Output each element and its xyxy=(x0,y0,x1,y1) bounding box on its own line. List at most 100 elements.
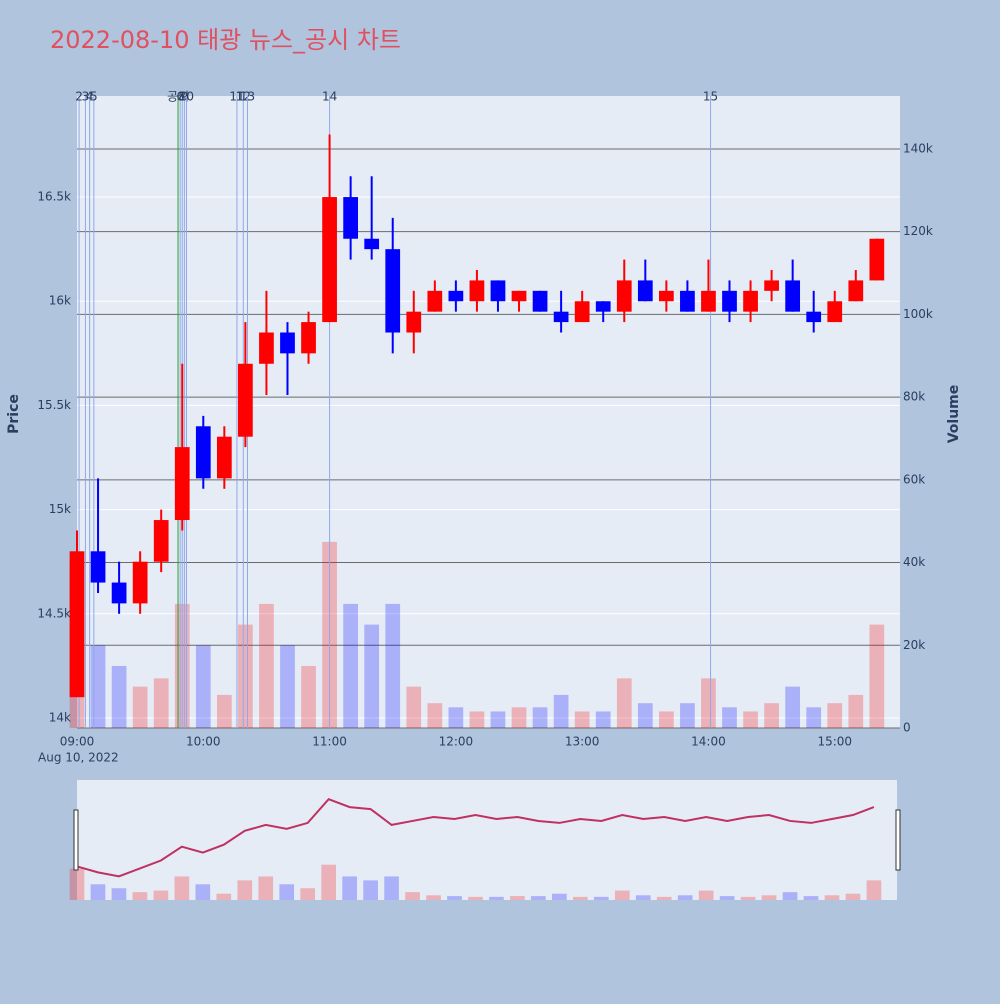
candle-body xyxy=(680,290,695,312)
news-label: 14 xyxy=(322,90,337,104)
candle-body xyxy=(280,332,295,354)
volume-bar xyxy=(637,703,653,728)
candle-body xyxy=(132,561,148,604)
mini-volume-bar xyxy=(489,896,504,900)
mini-volume-bar xyxy=(195,884,211,900)
candle-body xyxy=(69,551,85,698)
news-label: 3 xyxy=(82,90,90,104)
candle-body xyxy=(216,436,232,479)
mini-volume-bar xyxy=(321,864,337,900)
mini-volume-bar xyxy=(740,896,756,900)
candle-body xyxy=(595,301,611,312)
y-tick-label: 14.5k xyxy=(37,606,71,620)
candle-body xyxy=(869,238,885,281)
news-label: 9 xyxy=(181,90,189,104)
mini-volume-bar xyxy=(531,896,546,900)
y2-tick-label: 0 xyxy=(903,721,911,735)
candle-body xyxy=(469,280,485,302)
volume-bar xyxy=(511,707,527,728)
volume-bar xyxy=(869,624,885,728)
volume-bar xyxy=(259,603,274,728)
volume-bar xyxy=(469,711,485,728)
chart-title: 2022-08-10 태광 뉴스_공시 차트 xyxy=(50,26,401,54)
mini-volume-bar xyxy=(174,876,190,900)
range-slider[interactable] xyxy=(77,780,897,900)
volume-bar xyxy=(722,707,737,728)
mini-volume-bar xyxy=(677,895,693,900)
mini-volume-bar xyxy=(69,868,85,900)
mini-volume-bar xyxy=(132,892,148,900)
candle-body xyxy=(701,290,716,312)
mini-volume-bar xyxy=(866,880,882,900)
candle-body xyxy=(848,280,864,302)
date-label: Aug 10, 2022 xyxy=(38,751,119,765)
candle-body xyxy=(490,280,506,302)
candle-body xyxy=(343,197,358,239)
x-tick-label: 11:00 xyxy=(312,735,347,749)
volume-bar xyxy=(111,665,127,728)
candle-body xyxy=(827,301,843,323)
mini-volume-bar xyxy=(782,892,798,900)
mini-volume-bar xyxy=(237,880,253,900)
candle-body xyxy=(743,290,758,312)
news-label: 10 xyxy=(179,90,194,104)
x-tick-label: 12:00 xyxy=(439,735,474,749)
mini-volume-bar xyxy=(572,896,588,900)
volume-bar xyxy=(680,703,695,728)
volume-bar xyxy=(764,703,779,728)
y2-tick-label: 100k xyxy=(903,307,933,321)
volume-bar xyxy=(743,711,758,728)
mini-volume-bar xyxy=(614,890,630,900)
mini-volume-bar xyxy=(342,876,357,900)
y2-tick-label: 140k xyxy=(903,141,933,155)
volume-bar xyxy=(238,624,253,728)
candle-body xyxy=(574,301,590,323)
volume-bar xyxy=(364,624,380,728)
volume-bar xyxy=(848,694,864,728)
volume-bar xyxy=(301,665,316,728)
mini-volume-bar xyxy=(384,876,399,900)
candle-body xyxy=(553,311,569,323)
slider-handle[interactable] xyxy=(895,809,901,871)
volume-bar xyxy=(827,703,843,728)
candle-body xyxy=(616,280,632,312)
candle-body xyxy=(532,290,548,312)
candle-body xyxy=(406,311,422,333)
mini-volume-bar xyxy=(552,893,567,900)
volume-bar xyxy=(427,703,443,728)
mini-volume-bar xyxy=(656,896,672,900)
candle-body xyxy=(785,280,801,312)
volume-bar xyxy=(553,694,569,728)
news-label: 공시 xyxy=(167,90,189,104)
y-axis-title: Price xyxy=(6,394,22,434)
volume-bar xyxy=(195,645,211,728)
candle-body xyxy=(322,197,337,323)
volume-bar xyxy=(490,711,506,728)
mini-volume-bar xyxy=(824,895,840,900)
y-tick-label: 16.5k xyxy=(37,190,71,204)
candle-body xyxy=(722,290,737,312)
x-tick-label: 14:00 xyxy=(691,735,726,749)
news-label: 4 xyxy=(86,90,94,104)
mini-volume-bar xyxy=(447,896,462,900)
candle-body xyxy=(195,426,211,479)
volume-bar xyxy=(448,707,464,728)
slider-handle[interactable] xyxy=(73,809,79,871)
mini-volume-bar xyxy=(279,884,295,900)
y2-tick-label: 20k xyxy=(903,638,925,652)
mini-volume-bar xyxy=(510,896,525,900)
volume-bar xyxy=(595,711,611,728)
mini-volume-bar xyxy=(468,896,483,900)
volume-bar xyxy=(216,694,232,728)
candle-body xyxy=(238,363,253,437)
mini-volume-bar xyxy=(405,892,420,900)
volume-bar xyxy=(90,645,106,728)
volume-bar xyxy=(280,645,295,728)
volume-bar xyxy=(658,711,674,728)
mini-volume-bar xyxy=(300,888,316,900)
mini-volume-bar xyxy=(216,893,232,900)
mini-volume-bar xyxy=(593,896,609,900)
news-label: 8 xyxy=(178,90,186,104)
candle-body xyxy=(301,322,316,354)
